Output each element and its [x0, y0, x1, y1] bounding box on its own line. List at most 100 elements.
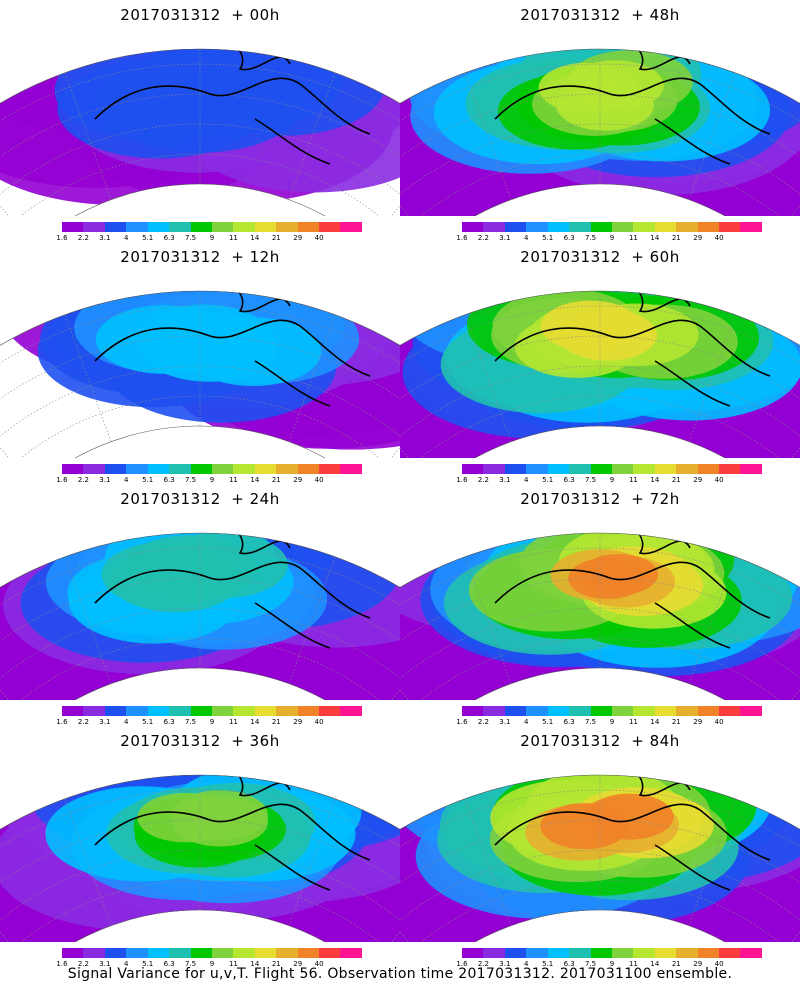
- colorbar-label: 5.1: [142, 960, 154, 968]
- colorbar-swatch: [547, 222, 570, 232]
- colorbar-swatch: [719, 948, 741, 958]
- coastline: [494, 291, 771, 407]
- colorbar-label: 6.3: [563, 718, 575, 726]
- colorbar-labels: 1.6 2.2 3.1 4 5.1 6.3 7.5 9 11 14 21 29 40: [456, 960, 762, 970]
- colorbar-label: 3.1: [499, 476, 511, 484]
- colorbar: [462, 464, 762, 474]
- colorbar-swatch: [676, 706, 698, 716]
- colorbar-swatch: [254, 464, 277, 474]
- colorbar-label: 14: [650, 234, 660, 242]
- colorbar-label: 9: [609, 476, 615, 484]
- colorbar-label: 7.5: [184, 718, 197, 726]
- graticule-parallel: [400, 93, 800, 216]
- colorbar-swatch: [611, 222, 634, 232]
- colorbar-swatch: [547, 706, 570, 716]
- colorbar-label: 4: [524, 476, 529, 484]
- colorbar-swatch: [547, 948, 570, 958]
- colorbar-label: 9: [209, 960, 215, 968]
- colorbar-swatch: [104, 948, 127, 958]
- colorbar-label: 9: [609, 960, 615, 968]
- colorbar-label: 11: [628, 234, 638, 242]
- colorbar-label: 40: [314, 234, 324, 242]
- colorbar-swatch: [340, 222, 362, 232]
- colorbar-swatch: [147, 222, 170, 232]
- colorbar-swatch: [190, 464, 212, 474]
- panel-title: 2017031312 + 12h: [120, 248, 280, 266]
- colorbar-swatch: [104, 222, 127, 232]
- colorbar-swatch: [254, 948, 277, 958]
- colorbar-swatch: [254, 706, 277, 716]
- colorbar-swatch: [719, 706, 741, 716]
- colorbar-label: 29: [693, 960, 703, 968]
- colorbar-swatch: [254, 222, 277, 232]
- colorbar-label: 2.2: [477, 476, 489, 484]
- colorbar: [62, 706, 362, 716]
- colorbar: [62, 948, 362, 958]
- colorbar-label: 1.6: [56, 234, 68, 242]
- colorbar-label: 3.1: [99, 718, 111, 726]
- colorbar-label: 5.1: [142, 476, 154, 484]
- colorbar-label: 9: [209, 476, 215, 484]
- colorbar-label: 29: [693, 476, 703, 484]
- colorbar-labels: 1.6 2.2 3.1 4 5.1 6.3 7.5 9 11 14 21 29 40: [56, 234, 362, 244]
- colorbar-swatch: [276, 948, 298, 958]
- colorbar-swatch: [504, 464, 527, 474]
- variance-contour: [566, 60, 664, 111]
- colorbar-swatch: [676, 222, 698, 232]
- colorbar-swatch: [340, 464, 362, 474]
- colorbar-label: 9: [609, 718, 615, 726]
- coastline: [494, 49, 771, 165]
- colorbar-swatch: [590, 464, 612, 474]
- colorbar-label: 21: [671, 960, 681, 968]
- variance-contour: [568, 558, 646, 599]
- colorbar-label: 21: [271, 476, 281, 484]
- panel-title: 2017031312 + 36h: [120, 732, 280, 750]
- panel-title: 2017031312 + 48h: [520, 6, 680, 24]
- colorbar: [62, 222, 362, 232]
- colorbar-label: 7.5: [184, 476, 197, 484]
- colorbar-label: 2.2: [77, 960, 89, 968]
- colorbar-swatch: [190, 948, 212, 958]
- colorbar-swatch: [126, 706, 148, 716]
- colorbar-label: 5.1: [542, 234, 554, 242]
- graticule-parallel: [0, 335, 400, 458]
- colorbar-label: 40: [314, 476, 324, 484]
- colorbar-swatch: [633, 464, 655, 474]
- colorbar-label: 5.1: [542, 718, 554, 726]
- colorbar-label: 40: [314, 718, 324, 726]
- colorbar-label: 6.3: [163, 476, 175, 484]
- graticule-parallel: [0, 819, 400, 942]
- colorbar-label: 2.2: [77, 718, 89, 726]
- colorbar-label: 4: [524, 718, 529, 726]
- colorbar-swatch: [233, 948, 255, 958]
- colorbar-label: 11: [228, 476, 238, 484]
- colorbar-swatch: [547, 464, 570, 474]
- graticule-meridian: [688, 72, 736, 200]
- colorbar-label: 7.5: [584, 960, 597, 968]
- colorbar-swatch: [611, 948, 634, 958]
- colorbar-swatch: [590, 948, 612, 958]
- colorbar-label: 21: [271, 960, 281, 968]
- colorbar-swatch: [126, 222, 148, 232]
- colorbar-label: 29: [293, 960, 303, 968]
- colorbar-label: 40: [714, 476, 724, 484]
- variance-contour: [156, 533, 288, 599]
- colorbar-swatch: [697, 706, 720, 716]
- colorbar-swatch: [211, 706, 234, 716]
- colorbar-label: 14: [250, 960, 260, 968]
- colorbar-label: 29: [693, 234, 703, 242]
- colorbar-label: 6.3: [163, 234, 175, 242]
- colorbar-label: 6.3: [563, 476, 575, 484]
- forecast-panel: 2017031312 + 48h 1.6 2.2 3.1 4 5.1 6.3 7.5 9 11 14…: [400, 0, 800, 245]
- colorbar-swatch: [169, 464, 191, 474]
- coastline: [494, 775, 771, 891]
- colorbar-label: 1.6: [456, 234, 468, 242]
- colorbar-label: 9: [209, 718, 215, 726]
- colorbar-label: 14: [650, 718, 660, 726]
- colorbar-labels: 1.6 2.2 3.1 4 5.1 6.3 7.5 9 11 14 21 29 40: [456, 718, 762, 728]
- colorbar-label: 40: [314, 960, 324, 968]
- colorbar-swatch: [169, 948, 191, 958]
- coastline: [94, 533, 371, 649]
- colorbar-swatch: [169, 706, 191, 716]
- colorbar-swatch: [169, 222, 191, 232]
